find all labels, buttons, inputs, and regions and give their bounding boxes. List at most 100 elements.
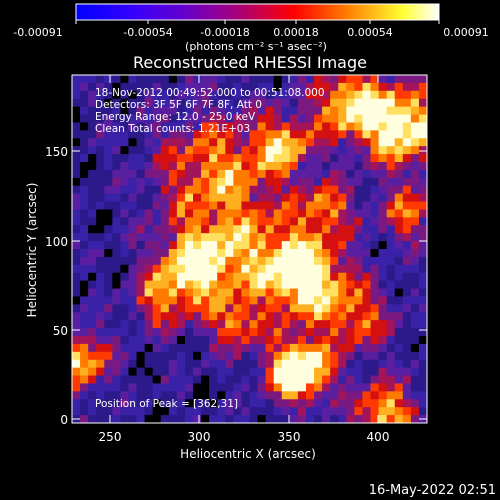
image-pixel	[241, 280, 250, 289]
image-pixel	[241, 407, 250, 416]
image-pixel	[410, 296, 420, 305]
image-pixel	[386, 249, 396, 258]
image-pixel	[386, 154, 396, 163]
image-pixel	[289, 359, 299, 369]
image-pixel	[193, 415, 202, 424]
image-pixel	[209, 154, 218, 163]
image-pixel	[209, 185, 218, 195]
image-pixel	[160, 359, 170, 369]
image-pixel	[330, 320, 339, 329]
image-pixel	[241, 367, 250, 376]
image-pixel	[305, 193, 315, 202]
image-pixel	[136, 193, 146, 202]
image-pixel	[120, 351, 129, 361]
image-pixel	[281, 296, 291, 305]
image-pixel	[297, 415, 307, 424]
image-pixel	[88, 304, 97, 313]
image-pixel	[330, 336, 339, 345]
image-pixel	[176, 146, 186, 155]
image-pixel	[104, 241, 113, 250]
image-pixel	[184, 130, 194, 139]
image-pixel	[225, 122, 234, 131]
image-pixel	[297, 225, 307, 234]
image-pixel	[120, 162, 129, 171]
image-pixel	[330, 154, 339, 163]
image-pixel	[160, 146, 170, 155]
image-pixel	[136, 296, 146, 305]
image-pixel	[362, 264, 371, 274]
image-pixel	[330, 233, 339, 242]
image-pixel	[88, 336, 97, 345]
image-pixel	[80, 399, 89, 408]
image-pixel	[201, 264, 210, 274]
image-pixel	[184, 367, 194, 376]
image-pixel	[402, 209, 412, 218]
image-pixel	[136, 312, 146, 321]
image-pixel	[80, 217, 89, 226]
reconstructed-image	[72, 75, 428, 424]
image-pixel	[305, 280, 315, 289]
image-pixel	[378, 264, 388, 274]
image-pixel	[386, 122, 396, 131]
image-pixel	[144, 391, 154, 400]
image-pixel	[136, 185, 146, 195]
image-pixel	[160, 138, 170, 147]
image-pixel	[72, 201, 81, 210]
image-pixel	[386, 185, 396, 195]
image-pixel	[80, 343, 89, 353]
image-pixel	[249, 217, 258, 226]
image-pixel	[225, 399, 234, 408]
image-pixel	[193, 296, 202, 305]
image-pixel	[168, 296, 178, 305]
image-pixel	[257, 217, 267, 226]
image-pixel	[176, 288, 186, 297]
image-pixel	[184, 122, 194, 131]
image-pixel	[104, 233, 113, 242]
image-pixel	[88, 75, 97, 84]
image-pixel	[201, 217, 210, 226]
image-pixel	[402, 312, 412, 321]
image-pixel	[152, 177, 162, 187]
image-pixel	[305, 264, 315, 274]
image-pixel	[281, 256, 291, 266]
image-pixel	[201, 241, 210, 250]
image-pixel	[144, 249, 154, 258]
image-pixel	[386, 241, 396, 250]
image-pixel	[104, 264, 113, 274]
image-pixel	[96, 256, 105, 266]
image-pixel	[112, 130, 121, 139]
image-pixel	[176, 209, 186, 218]
image-pixel	[314, 122, 323, 131]
image-pixel	[322, 209, 331, 218]
image-pixel	[96, 90, 105, 100]
image-pixel	[112, 391, 121, 400]
image-pixel	[193, 217, 202, 226]
image-pixel	[128, 272, 137, 282]
image-pixel	[257, 359, 267, 369]
image-pixel	[362, 90, 371, 100]
image-pixel	[144, 415, 154, 424]
image-pixel	[257, 114, 267, 123]
image-pixel	[160, 225, 170, 234]
image-pixel	[249, 280, 258, 289]
image-pixel	[233, 90, 242, 100]
image-pixel	[225, 256, 234, 266]
image-pixel	[152, 169, 162, 179]
image-pixel	[386, 328, 396, 337]
image-pixel	[322, 407, 331, 416]
image-pixel	[410, 320, 420, 329]
image-pixel	[249, 177, 258, 187]
image-pixel	[217, 367, 226, 376]
image-pixel	[386, 217, 396, 226]
image-pixel	[362, 185, 371, 195]
image-pixel	[209, 367, 218, 376]
energy-range-annotation: Energy Range: 12.0 - 25.0 keV	[95, 111, 256, 123]
image-pixel	[120, 312, 129, 321]
image-pixel	[273, 75, 283, 84]
image-pixel	[289, 399, 299, 408]
image-pixel	[120, 233, 129, 242]
image-pixel	[120, 280, 129, 289]
image-pixel	[273, 122, 283, 131]
image-pixel	[233, 399, 242, 408]
image-pixel	[112, 375, 121, 384]
